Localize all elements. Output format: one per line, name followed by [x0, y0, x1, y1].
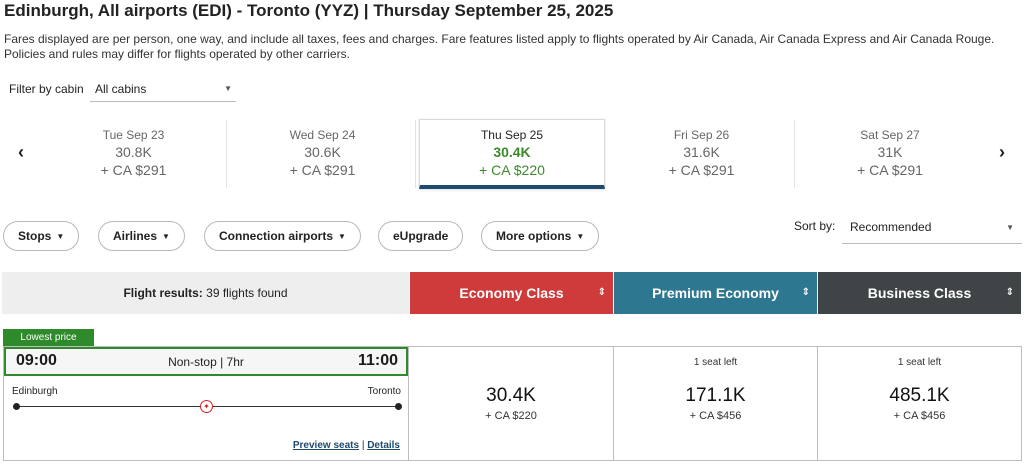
- date-label: Thu Sep 25: [480, 128, 544, 142]
- filter-cabin-select[interactable]: All cabins ▼: [90, 76, 236, 102]
- date-points: 30.8K: [115, 144, 152, 160]
- destination-dot: [395, 403, 402, 410]
- sort-updown-icon: ⇕: [801, 287, 810, 298]
- chevron-down-icon: ▼: [56, 232, 65, 241]
- date-points: 30.6K: [304, 144, 341, 160]
- fare-points: 30.4K: [486, 385, 536, 406]
- date-points: 30.4K: [493, 144, 531, 160]
- fare-points: 171.1K: [685, 385, 746, 406]
- origin-city: Edinburgh: [12, 386, 58, 397]
- date-cash: + CA $291: [857, 162, 923, 178]
- fare-premium-economy[interactable]: 1 seat left 171.1K + CA $456: [614, 346, 818, 461]
- fare-disclaimer: Fares displayed are per person, one way,…: [4, 32, 995, 61]
- destination-city: Toronto: [367, 386, 401, 397]
- flight-time-bar: 09:00 Non-stop | 7hr 11:00: [4, 347, 408, 376]
- results-label: Flight results:: [123, 286, 203, 300]
- fare-cash: + CA $456: [689, 410, 742, 422]
- chevron-down-icon: ▼: [576, 232, 585, 241]
- sort-select[interactable]: Recommended ▼: [842, 212, 1022, 244]
- flight-links: Preview seats | Details: [293, 440, 400, 451]
- departure-time: 09:00: [16, 352, 57, 369]
- sort-value: Recommended: [850, 220, 932, 234]
- date-option[interactable]: Sat Sep 27 31K + CA $291: [797, 120, 983, 188]
- date-cash: + CA $291: [289, 162, 356, 178]
- date-label: Sat Sep 27: [860, 128, 920, 142]
- page-title: Edinburgh, All airports (EDI) - Toronto …: [4, 1, 614, 20]
- preview-seats-link[interactable]: Preview seats: [292, 440, 360, 451]
- fare-business[interactable]: 1 seat left 485.1K + CA $456: [818, 346, 1022, 461]
- date-label: Tue Sep 23: [102, 128, 165, 142]
- flight-card: 09:00 Non-stop | 7hr 11:00 Edinburgh Tor…: [3, 346, 409, 461]
- links-separator: |: [361, 440, 365, 451]
- arrival-time: 11:00: [357, 352, 398, 369]
- airlines-filter-label: Airlines: [113, 229, 158, 243]
- date-option[interactable]: Wed Sep 24 30.6K + CA $291: [230, 120, 416, 188]
- lowest-price-badge: Lowest price: [3, 329, 94, 346]
- fare-points: 485.1K: [889, 385, 950, 406]
- chevron-down-icon: ▼: [224, 84, 232, 93]
- seats-left: 1 seat left: [693, 357, 738, 368]
- date-points: 31.6K: [683, 144, 720, 160]
- eupgrade-label: eUpgrade: [393, 229, 449, 243]
- stops-filter-button[interactable]: Stops ▼: [3, 221, 80, 251]
- stops-filter-label: Stops: [18, 229, 52, 243]
- sort-label: Sort by:: [794, 219, 836, 233]
- airlines-filter-button[interactable]: Airlines ▼: [98, 221, 185, 251]
- date-cash: + CA $220: [479, 162, 545, 178]
- seats-left: [409, 357, 613, 369]
- fare-cash: + CA $220: [485, 410, 537, 422]
- more-options-button[interactable]: More options ▼: [481, 221, 600, 251]
- cabin-header-label: Economy Class: [459, 285, 564, 301]
- date-option[interactable]: Tue Sep 23 30.8K + CA $291: [41, 120, 227, 188]
- filter-cabin-label: Filter by cabin: [9, 82, 84, 96]
- chevron-right-icon[interactable]: ›: [999, 142, 1005, 162]
- more-options-label: More options: [496, 229, 572, 243]
- chevron-down-icon: ▼: [1006, 223, 1014, 232]
- flight-summary: Non-stop | 7hr: [168, 355, 244, 369]
- fare-economy[interactable]: 30.4K + CA $220: [409, 346, 614, 461]
- connection-airports-label: Connection airports: [219, 229, 334, 243]
- results-count: 39 flights found: [206, 286, 288, 300]
- cabin-header-business[interactable]: Business Class ⇕: [818, 272, 1021, 314]
- fare-cash: + CA $456: [893, 410, 946, 422]
- sort-updown-icon: ⇕: [597, 287, 606, 298]
- cabin-header-premium-economy[interactable]: Premium Economy ⇕: [614, 272, 817, 314]
- date-carousel: ‹ Tue Sep 23 30.8K + CA $291 Wed Sep 24 …: [0, 118, 1024, 192]
- chevron-down-icon: ▼: [338, 232, 346, 241]
- date-cash: + CA $291: [100, 162, 167, 178]
- chevron-down-icon: ▼: [162, 232, 170, 241]
- sort-updown-icon: ⇕: [1005, 287, 1014, 298]
- details-link[interactable]: Details: [367, 440, 400, 451]
- date-option[interactable]: Fri Sep 26 31.6K + CA $291: [609, 120, 795, 188]
- connection-airports-filter-button[interactable]: Connection airports ▼: [204, 221, 361, 251]
- seats-left: 1 seat left: [897, 357, 942, 368]
- cabin-header-label: Business Class: [867, 285, 972, 301]
- filter-cabin-value: All cabins: [95, 82, 147, 96]
- date-option-selected[interactable]: Thu Sep 25 30.4K + CA $220: [419, 119, 605, 189]
- date-label: Wed Sep 24: [289, 128, 356, 142]
- date-cash: + CA $291: [668, 162, 735, 178]
- date-label: Fri Sep 26: [673, 128, 730, 142]
- eupgrade-filter-button[interactable]: eUpgrade: [378, 221, 464, 251]
- cabin-header-economy[interactable]: Economy Class ⇕: [410, 272, 613, 314]
- chevron-left-icon[interactable]: ‹: [18, 142, 24, 162]
- flight-results-summary: Flight results: 39 flights found: [2, 272, 409, 314]
- date-points: 31K: [877, 144, 903, 160]
- maple-leaf-icon: ✦: [200, 400, 213, 413]
- cabin-header-label: Premium Economy: [652, 285, 779, 301]
- origin-dot: [13, 403, 20, 410]
